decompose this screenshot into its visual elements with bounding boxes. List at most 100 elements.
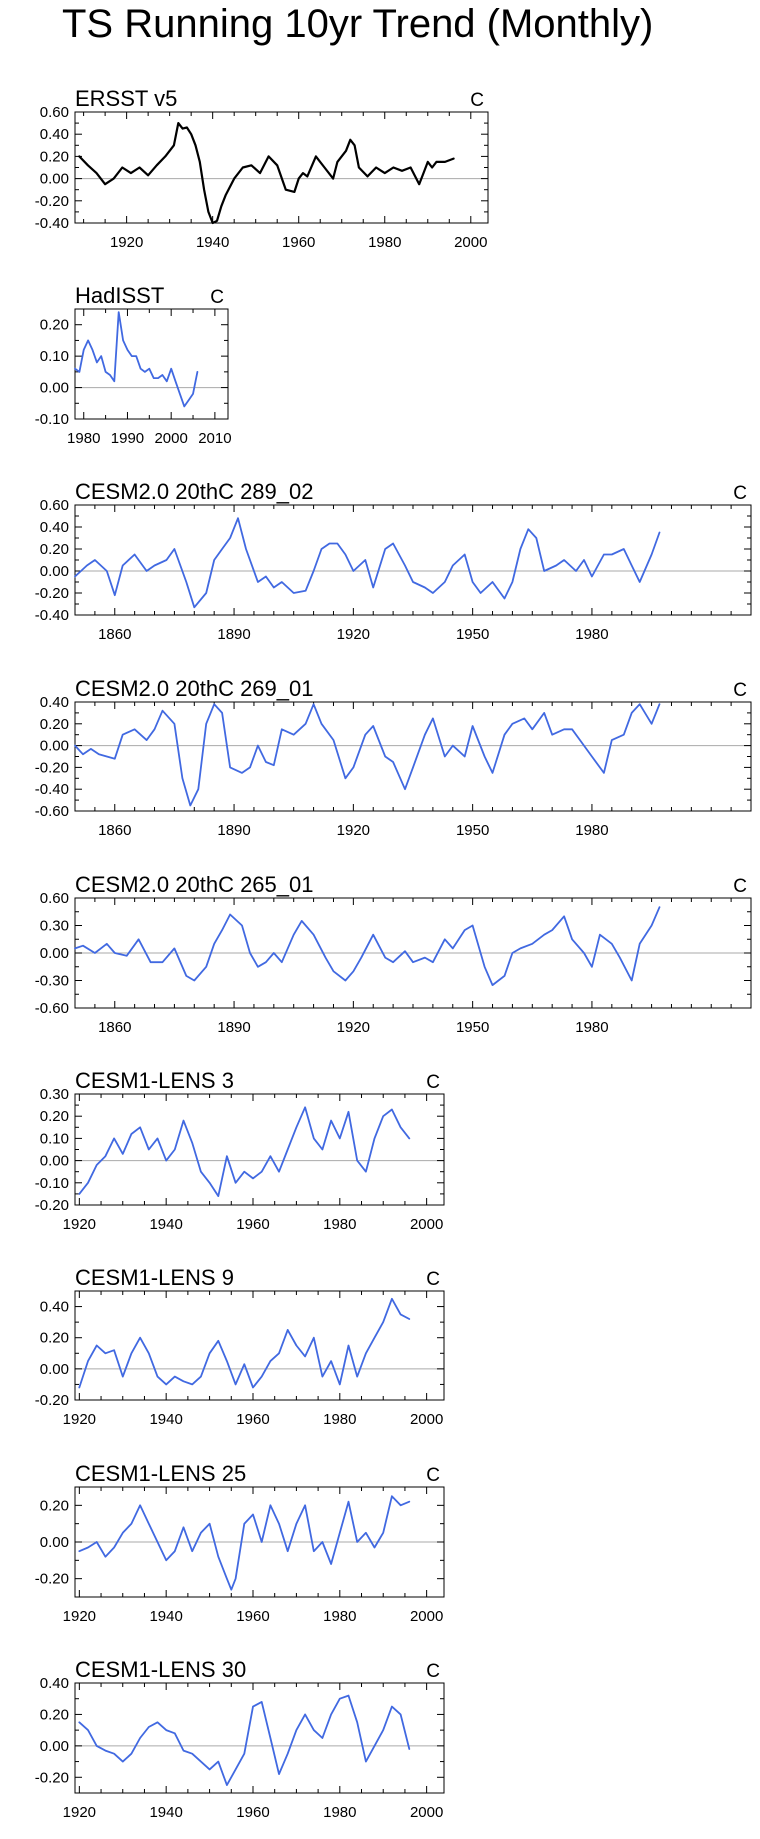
x-tick-label: 1950 [456,822,489,839]
x-tick-label: 1860 [98,626,131,643]
x-tick-label: 1980 [368,234,401,251]
y-tick-label: -0.20 [35,1392,69,1409]
y-tick-label: -0.40 [35,607,69,624]
y-tick-label: 0.40 [40,694,69,711]
series-line [78,121,455,225]
y-tick-label: -0.10 [35,1175,69,1192]
y-tick-label: 0.20 [40,1330,69,1347]
x-tick-label: 1960 [236,1608,269,1625]
y-tick-label: 0.20 [40,1108,69,1125]
x-tick-label: 1940 [149,1608,182,1625]
chart-title: CESM1-LENS 3 [75,1068,234,1093]
x-tick-label: 2000 [410,1411,443,1428]
chart-units: C [733,680,747,701]
y-tick-label: 0.00 [40,738,69,755]
y-tick-label: 0.10 [40,1130,69,1147]
x-tick-label: 2000 [410,1216,443,1233]
x-tick-label: 1920 [63,1804,96,1821]
y-tick-label: -0.20 [35,1769,69,1786]
chart-units: C [733,876,747,897]
y-tick-label: 0.40 [40,519,69,536]
x-tick-label: 1980 [323,1608,356,1625]
x-tick-label: 1960 [282,234,315,251]
x-tick-label: 1940 [149,1804,182,1821]
y-tick-label: 0.00 [40,1153,69,1170]
y-tick-label: 0.00 [40,171,69,188]
y-tick-label: -0.30 [35,973,69,990]
x-tick-label: 1960 [236,1804,269,1821]
x-tick-label: 1980 [575,1019,608,1036]
y-tick-label: 0.00 [40,1738,69,1755]
series-line [74,311,199,408]
x-tick-label: 2000 [154,430,187,447]
x-tick-label: 1890 [217,1019,250,1036]
y-tick-label: -0.40 [35,781,69,798]
x-tick-label: 1920 [63,1411,96,1428]
x-tick-label: 1960 [236,1411,269,1428]
y-tick-label: 0.60 [40,497,69,514]
chart-units: C [426,1072,440,1093]
chart-title: CESM1-LENS 30 [75,1657,246,1682]
plot-frame [74,701,752,812]
y-tick-label: 0.40 [40,1299,69,1316]
x-tick-label: 1980 [323,1804,356,1821]
chart-units: C [426,1269,440,1290]
x-tick-label: 1860 [98,822,131,839]
x-tick-label: 1920 [337,626,370,643]
x-tick-label: 2000 [454,234,487,251]
y-tick-label: 0.20 [40,1706,69,1723]
y-tick-label: -0.60 [35,1000,69,1017]
y-tick-label: 0.60 [40,104,69,121]
series-line [78,1106,411,1197]
y-tick-label: -0.60 [35,803,69,820]
chart-units: C [210,287,224,308]
x-tick-label: 1940 [149,1216,182,1233]
x-tick-label: 1950 [456,626,489,643]
series-line [78,1297,411,1389]
y-tick-label: -0.20 [35,193,69,210]
chart-units: C [426,1465,440,1486]
chart-title: CESM2.0 20thC 269_01 [75,676,314,701]
x-tick-label: 1980 [67,430,100,447]
chart-title: CESM2.0 20thC 289_02 [75,479,314,504]
page-title: TS Running 10yr Trend (Monthly) [62,2,654,46]
chart-title: CESM1-LENS 9 [75,1265,234,1290]
x-tick-label: 1920 [63,1608,96,1625]
x-tick-label: 1890 [217,822,250,839]
y-tick-label: 0.20 [40,148,69,165]
x-tick-label: 1980 [323,1411,356,1428]
x-tick-label: 2000 [410,1608,443,1625]
y-tick-label: -0.20 [35,1197,69,1214]
plot-frame [74,1290,445,1401]
x-tick-label: 1860 [98,1019,131,1036]
chart-title: CESM2.0 20thC 265_01 [75,872,314,897]
y-tick-label: -0.20 [35,1571,69,1588]
x-tick-label: 1890 [217,626,250,643]
chart-units: C [733,483,747,504]
plot-frame [74,1682,445,1794]
y-tick-label: 0.20 [40,317,69,334]
series-line [74,517,661,609]
y-tick-label: 0.20 [40,716,69,733]
x-tick-label: 1980 [575,626,608,643]
y-tick-label: 0.60 [40,890,69,907]
y-tick-label: 0.20 [40,1497,69,1514]
x-tick-label: 2010 [198,430,231,447]
y-tick-label: 0.40 [40,1675,69,1692]
y-tick-label: 0.10 [40,348,69,365]
y-tick-label: -0.10 [35,411,69,428]
x-tick-label: 1940 [149,1411,182,1428]
chart-title: ERSST v5 [75,86,177,111]
y-tick-label: 0.00 [40,1361,69,1378]
x-tick-label: 1980 [323,1216,356,1233]
x-tick-label: 1920 [337,822,370,839]
y-tick-label: 0.30 [40,1086,69,1103]
series-line [74,703,661,807]
y-tick-label: 0.00 [40,563,69,580]
x-tick-label: 2000 [410,1804,443,1821]
plot-frame [74,1093,445,1206]
chart-title: HadISST [75,283,164,308]
x-tick-label: 1980 [575,822,608,839]
series-line [78,1495,411,1591]
